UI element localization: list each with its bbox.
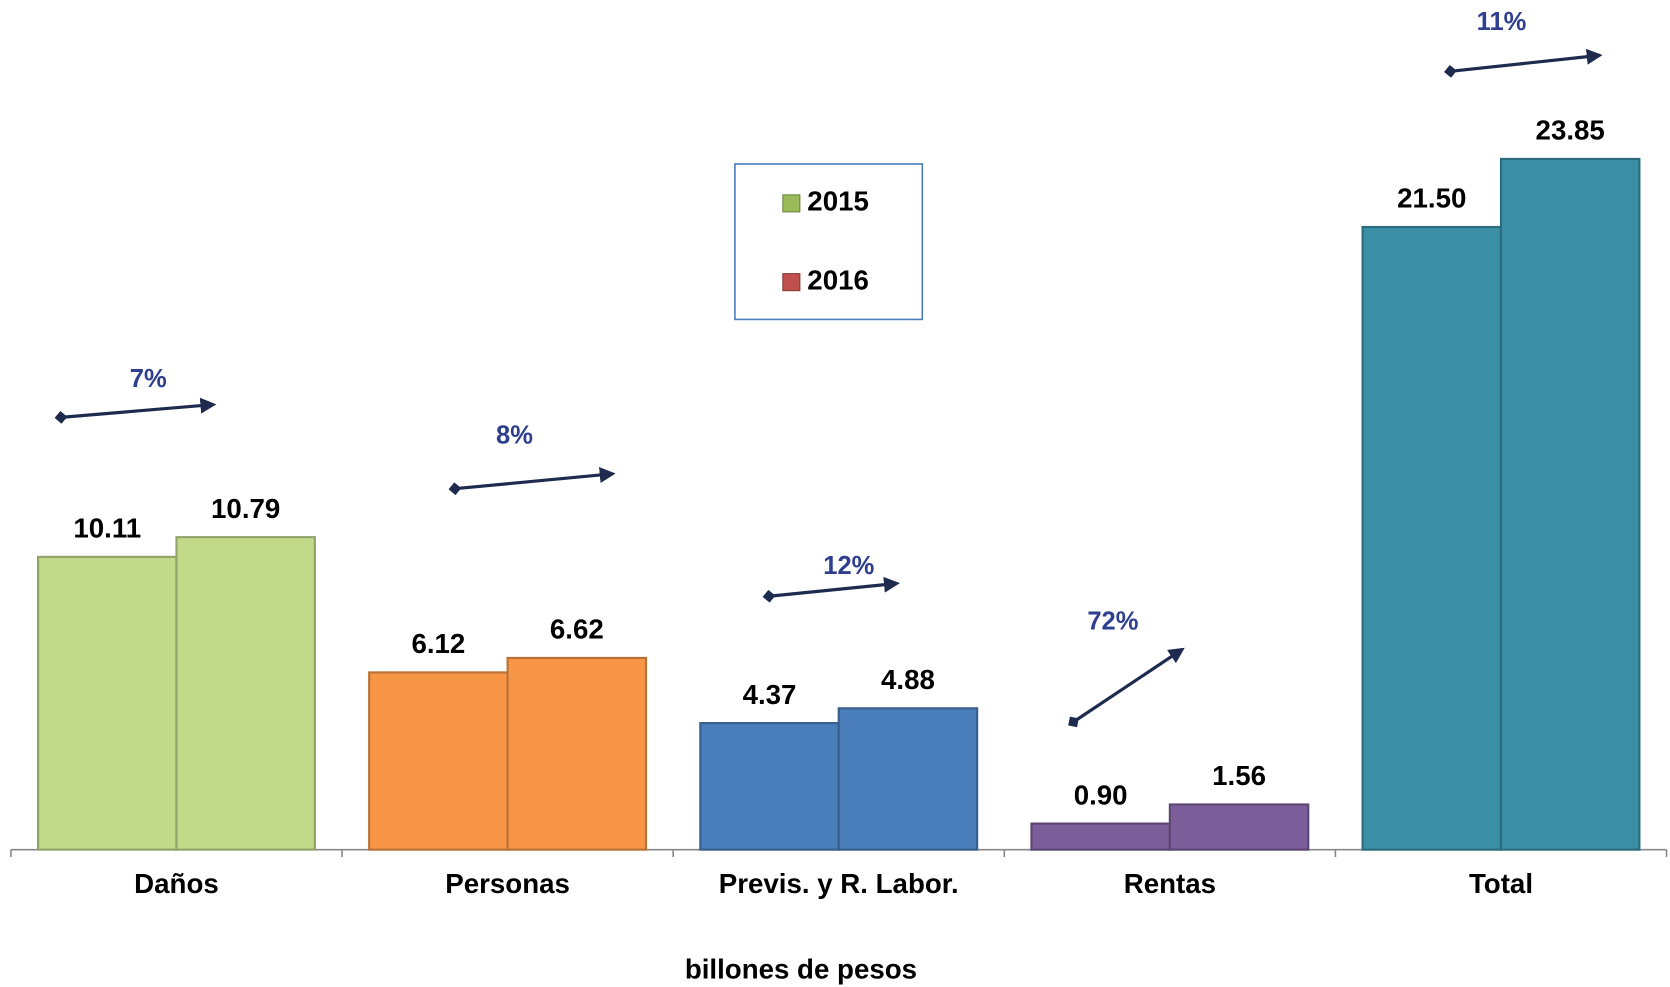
growth-arrow bbox=[762, 576, 900, 603]
value-label: 21.50 bbox=[1397, 183, 1466, 214]
value-label: 10.11 bbox=[73, 513, 141, 544]
bar bbox=[1361, 225, 1503, 851]
bar bbox=[506, 656, 648, 851]
growth-arrow bbox=[448, 467, 616, 496]
bar bbox=[837, 707, 979, 851]
bar bbox=[1168, 803, 1310, 851]
bar-highlight bbox=[1033, 824, 1168, 830]
legend-box bbox=[734, 163, 924, 321]
bar bbox=[368, 671, 509, 851]
legend-swatch bbox=[782, 194, 801, 213]
x-tick-label: Rentas bbox=[1124, 868, 1216, 899]
legend-label: 2015 bbox=[807, 186, 869, 217]
growth-label: 11% bbox=[1477, 8, 1527, 36]
growth-label: 7% bbox=[130, 365, 167, 393]
bar-highlight bbox=[178, 538, 313, 544]
value-label: 4.37 bbox=[743, 679, 797, 710]
x-tick-label: Daños bbox=[134, 868, 219, 899]
value-label: 6.12 bbox=[411, 628, 465, 659]
x-tick-label: Total bbox=[1469, 868, 1533, 899]
x-tick-label: Personas bbox=[445, 868, 570, 899]
x-tick-label: Previs. y R. Labor. bbox=[719, 868, 959, 899]
bar-highlight bbox=[702, 724, 837, 730]
bar-highlight bbox=[371, 673, 506, 679]
bar-highlight bbox=[509, 658, 644, 665]
bar bbox=[175, 536, 316, 851]
bar bbox=[36, 555, 178, 851]
value-label: 6.62 bbox=[550, 614, 604, 645]
bar-highlight bbox=[1503, 160, 1638, 166]
value-label: 4.88 bbox=[881, 664, 935, 695]
value-label: 1.56 bbox=[1212, 760, 1266, 791]
x-axis-label: billones de pesos bbox=[685, 953, 917, 984]
value-label: 23.85 bbox=[1536, 115, 1605, 146]
value-label: 0.90 bbox=[1074, 779, 1128, 810]
bar-highlight bbox=[840, 709, 976, 715]
legend-swatch bbox=[782, 273, 801, 292]
growth-label: 8% bbox=[496, 421, 533, 449]
growth-label: 72% bbox=[1087, 608, 1138, 636]
bar bbox=[1499, 157, 1641, 851]
legend-label: 2016 bbox=[807, 264, 869, 295]
bar-highlight bbox=[1171, 805, 1307, 811]
growth-arrow bbox=[1068, 647, 1185, 728]
bar bbox=[699, 722, 840, 851]
growth-label: 12% bbox=[823, 552, 874, 580]
growth-arrow bbox=[54, 397, 217, 424]
bar-highlight bbox=[1364, 228, 1499, 234]
bar-highlight bbox=[40, 557, 175, 564]
value-label: 10.79 bbox=[211, 493, 280, 524]
growth-arrow bbox=[1444, 48, 1603, 78]
